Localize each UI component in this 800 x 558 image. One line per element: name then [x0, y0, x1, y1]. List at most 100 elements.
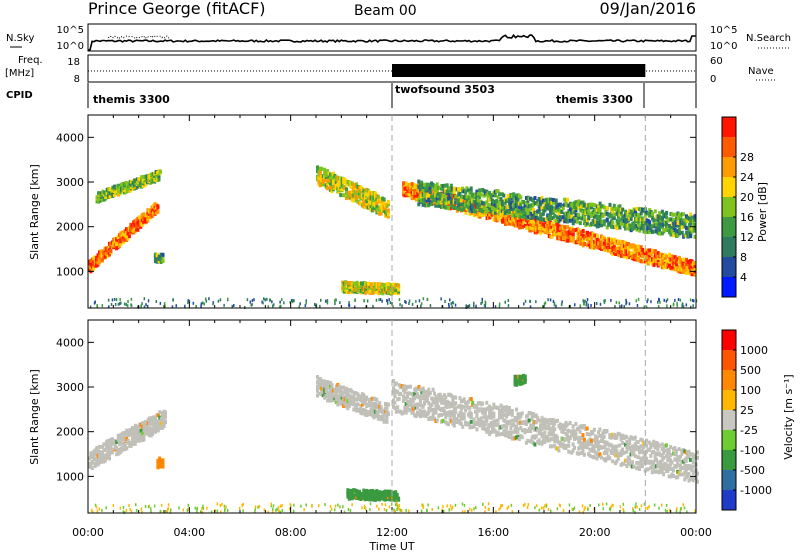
power-cell: [566, 225, 569, 229]
velocity-noise-cell: [661, 504, 663, 507]
velocity-cell: [505, 424, 508, 428]
velocity-cell: [108, 457, 111, 461]
power-cell: [522, 200, 525, 204]
velocity-noise-cell: [128, 504, 130, 507]
velocity-cell: [577, 452, 580, 456]
power-noise-cell: [144, 297, 146, 300]
velocity-cell: [158, 410, 161, 414]
power-noise-cell: [650, 300, 652, 303]
velocity-noise-cell: [560, 504, 562, 507]
velocity-noise-cell: [511, 504, 512, 507]
velocity-cell: [98, 445, 101, 449]
velocity-noise-cell: [275, 509, 277, 512]
velocity-noise-cell: [572, 508, 574, 511]
power-noise-cell: [547, 298, 549, 301]
velocity-cell: [689, 458, 692, 462]
power-cell: [450, 198, 453, 202]
power-cell: [682, 258, 685, 262]
power-noise-cell: [587, 304, 589, 307]
velocity-cell: [671, 460, 674, 464]
power-cell: [454, 206, 457, 210]
power-noise-cell: [451, 302, 453, 305]
noise-panel-frame: [88, 24, 696, 51]
power-cell: [352, 199, 355, 203]
cpid-segment-3: themis 3300: [556, 93, 633, 106]
power-noise-cell: [148, 299, 150, 302]
velocity-noise-cell: [335, 505, 337, 508]
power-noise-cell: [202, 301, 204, 304]
velocity-cell: [451, 418, 454, 422]
velocity-cell: [387, 412, 390, 416]
velocity-cell: [491, 407, 494, 411]
velocity-cell: [375, 398, 378, 402]
velocity-noise-cell: [623, 508, 625, 511]
velocity-noise-cell: [384, 508, 386, 511]
power-cell: [518, 226, 521, 230]
velocity-cell: [678, 447, 681, 451]
velocity-noise-cell: [178, 506, 180, 509]
velocity-cell: [567, 444, 570, 448]
velocity-noise-cell: [557, 507, 559, 510]
velocity-noise-cell: [385, 503, 387, 506]
velocity-cell: [565, 444, 568, 448]
velocity-noise-cell: [550, 510, 552, 513]
power-noise-cell: [126, 303, 128, 306]
velocity-cell: [539, 423, 542, 427]
power-cell: [562, 206, 565, 210]
velocity-noise-cell: [683, 503, 685, 506]
velocity-cell: [672, 474, 675, 478]
power-noise-cell: [319, 305, 321, 308]
velocity-noise-cell: [330, 505, 332, 508]
velocity-cell: [422, 414, 425, 418]
power-cell: [454, 195, 457, 199]
velocity-cell: [447, 422, 450, 426]
velocity-cell: [521, 411, 524, 415]
velocity-cell: [375, 410, 378, 414]
power-cell: [682, 270, 685, 274]
power-cell: [162, 253, 165, 257]
power-cell: [504, 211, 507, 215]
power-noise-cell: [678, 298, 680, 301]
power-noise-cell: [223, 304, 225, 307]
power-cell: [458, 203, 461, 207]
velocity-noise-cell: [539, 509, 541, 512]
velocity-cell: [591, 431, 594, 435]
velocity-cell: [470, 397, 473, 401]
power-noise-cell: [263, 297, 265, 300]
power-cell: [405, 182, 408, 186]
power-cell: [641, 254, 644, 258]
velocity-noise-cell: [257, 506, 259, 509]
velocity-cell: [512, 423, 515, 427]
velocity-noise-cell: [386, 509, 388, 512]
velocity-cell: [409, 385, 412, 389]
power-noise-cell: [465, 305, 467, 308]
velocity-cell: [429, 391, 432, 395]
power-noise-cell: [339, 301, 341, 304]
velocity-noise-cell: [339, 505, 341, 508]
power-noise-cell: [555, 305, 557, 308]
velocity-cell: [508, 420, 511, 424]
velocity-noise-cell: [389, 506, 391, 509]
velocity-cell: [606, 451, 609, 455]
velocity-cell: [637, 440, 640, 444]
power-noise-cell: [363, 299, 365, 302]
velocity-noise-cell: [106, 506, 108, 509]
power-noise-cell: [124, 303, 126, 306]
power-cell: [488, 191, 491, 195]
power-noise-cell: [484, 304, 486, 307]
power-cell: [507, 194, 510, 198]
velocity-noise-cell: [452, 506, 454, 509]
velocity-cell: [432, 388, 435, 392]
noise-right-label: N.Search: [746, 33, 791, 44]
velocity-noise-cell: [563, 509, 565, 512]
velocity-cell: [635, 461, 638, 465]
velocity-cell: [475, 412, 478, 416]
power-cell: [678, 228, 681, 232]
power-noise-cell: [271, 300, 273, 303]
power-noise-cell: [449, 298, 451, 301]
velocity-noise-cell: [136, 509, 138, 512]
velocity-cell: [490, 416, 493, 420]
velocity-noise-cell: [449, 509, 451, 512]
y-tick-label: 2000: [56, 221, 84, 234]
velocity-cell: [461, 425, 464, 429]
